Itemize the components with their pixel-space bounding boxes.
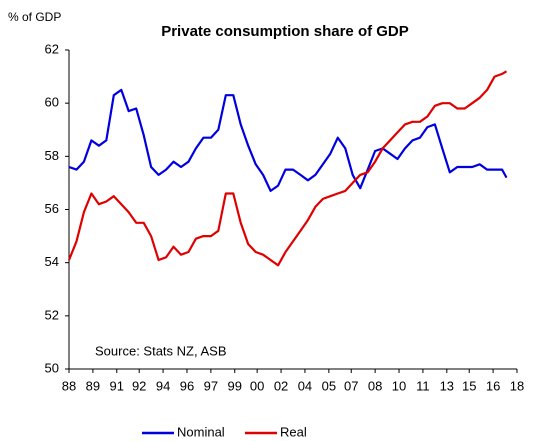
x-tick-label: 94 bbox=[156, 378, 170, 393]
x-tick-label: 97 bbox=[204, 378, 218, 393]
x-tick-label: 18 bbox=[510, 378, 524, 393]
y-axis-label: % of GDP bbox=[8, 10, 61, 24]
legend-label: Nominal bbox=[177, 424, 225, 439]
x-tick-label: 04 bbox=[298, 378, 312, 393]
x-tick-label: 16 bbox=[486, 378, 500, 393]
line bbox=[68, 88, 508, 192]
chart-title: Private consumption share of GDP bbox=[161, 23, 409, 40]
x-tick-label: 92 bbox=[132, 378, 146, 393]
x-tick-label: 88 bbox=[62, 378, 76, 393]
y-tick-label: 56 bbox=[45, 201, 59, 216]
legend-label: Real bbox=[280, 424, 307, 439]
y-tick-label: 58 bbox=[45, 148, 59, 163]
line bbox=[67, 70, 508, 267]
x-tick-label: 99 bbox=[228, 378, 242, 393]
x-tick-label: 11 bbox=[416, 378, 430, 393]
x-tick-label: 08 bbox=[368, 378, 382, 393]
x-tick-label: 13 bbox=[440, 378, 454, 393]
y-tick-label: 54 bbox=[45, 254, 59, 269]
annotation: Source: Stats NZ, ASB bbox=[95, 343, 227, 358]
x-tick-label: 91 bbox=[110, 378, 124, 393]
x-tick-label: 10 bbox=[392, 378, 406, 393]
y-tick-label: 62 bbox=[45, 41, 59, 56]
y-tick-label: 52 bbox=[45, 307, 59, 322]
y-tick-label: 60 bbox=[45, 95, 59, 110]
x-tick-label: 05 bbox=[322, 378, 336, 393]
x-tick-label: 15 bbox=[462, 378, 476, 393]
x-tick-label: 00 bbox=[250, 378, 264, 393]
y-tick-label: 50 bbox=[45, 360, 59, 375]
x-tick-label: 02 bbox=[274, 378, 288, 393]
x-tick-label: 96 bbox=[180, 378, 194, 393]
x-tick-label: 89 bbox=[86, 378, 100, 393]
x-tick-label: 07 bbox=[344, 378, 358, 393]
